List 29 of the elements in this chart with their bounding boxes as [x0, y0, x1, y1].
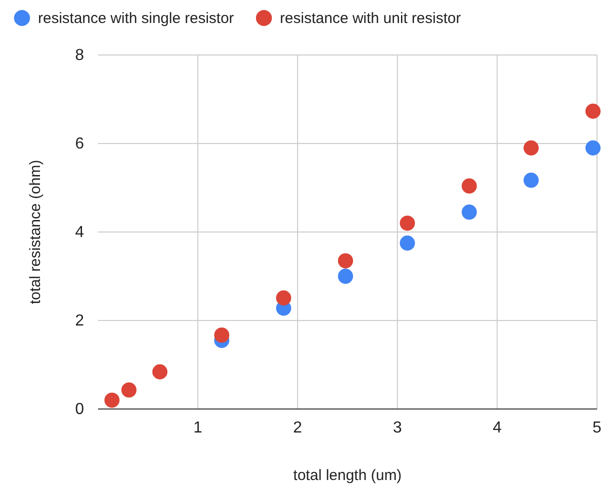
y-tick-label: 6: [75, 136, 84, 153]
x-tick-label: 4: [492, 419, 502, 436]
x-tick-label: 1: [193, 419, 202, 436]
y-tick-label: 8: [75, 47, 84, 64]
point: [462, 204, 477, 220]
legend-label: resistance with unit resistor: [280, 10, 461, 27]
point: [121, 382, 137, 398]
point: [585, 104, 601, 119]
point: [338, 253, 354, 268]
point: [462, 178, 477, 194]
point: [585, 140, 601, 156]
point: [152, 364, 168, 380]
x-tick-label: 2: [293, 419, 302, 436]
point: [104, 392, 120, 408]
legend-label: resistance with single resistor: [38, 10, 234, 27]
y-tick-label: 2: [75, 312, 84, 330]
point: [524, 172, 539, 188]
point: [338, 268, 354, 284]
x-tick-label: 3: [392, 419, 402, 436]
point: [524, 140, 539, 156]
y-tick-label: 0: [75, 401, 84, 418]
point: [276, 290, 292, 306]
x-axis-title: total length (um): [293, 467, 402, 484]
point: [400, 236, 415, 251]
point: [400, 216, 415, 231]
x-tick-label: 5: [592, 419, 602, 436]
y-axis-title: total resistance (ohm): [27, 160, 44, 304]
point: [214, 328, 230, 343]
y-tick-label: 4: [75, 224, 84, 242]
